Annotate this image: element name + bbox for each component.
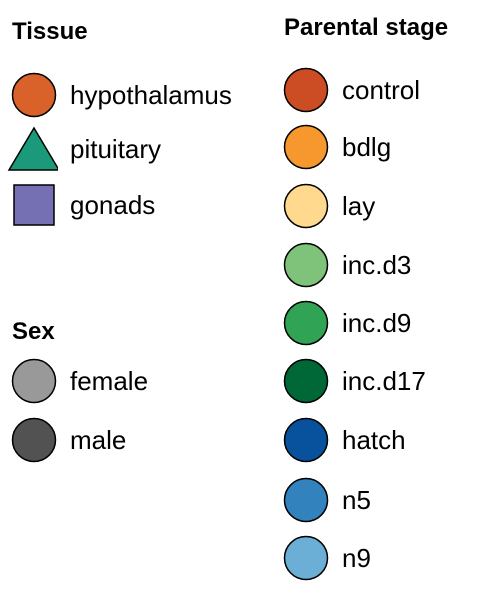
legend-item-inc-d9: inc.d9 bbox=[282, 299, 411, 347]
legend-label: female bbox=[70, 366, 149, 396]
legend-label: male bbox=[70, 425, 127, 455]
legend-label: inc.d17 bbox=[342, 366, 426, 396]
circle-icon bbox=[282, 182, 330, 230]
legend-label: hatch bbox=[342, 425, 406, 455]
legend-label: inc.d9 bbox=[342, 308, 412, 338]
legend-label: n9 bbox=[342, 543, 371, 573]
legend-item-hatch: hatch bbox=[282, 416, 406, 464]
circle-icon bbox=[10, 71, 58, 119]
legend-item-bdlg: bdlg bbox=[282, 123, 391, 171]
legend-item-pituitary: pituitary bbox=[7, 125, 162, 173]
circle-icon bbox=[282, 299, 330, 347]
circle-icon bbox=[282, 416, 330, 464]
legend-item-n5: n5 bbox=[282, 476, 371, 524]
circle-icon bbox=[282, 66, 330, 114]
sex-legend-title: Sex bbox=[12, 318, 55, 345]
legend-item-n9: n9 bbox=[282, 534, 371, 582]
legend-label: inc.d3 bbox=[342, 250, 412, 280]
legend-item-lay: lay bbox=[282, 182, 375, 230]
legend-label: lay bbox=[342, 191, 376, 221]
circle-icon bbox=[282, 534, 330, 582]
circle-icon bbox=[282, 241, 330, 289]
tissue-legend-title: Tissue bbox=[12, 18, 88, 45]
legend-item-male: male bbox=[10, 416, 126, 464]
circle-icon bbox=[10, 357, 58, 405]
legend-item-inc-d3: inc.d3 bbox=[282, 241, 411, 289]
square-icon bbox=[10, 181, 58, 229]
triangle-icon bbox=[7, 125, 58, 173]
legend-label: control bbox=[342, 75, 421, 105]
parental-stage-legend-title: Parental stage bbox=[284, 14, 449, 41]
legend-item-control: control bbox=[282, 66, 420, 114]
legend-label: hypothalamus bbox=[70, 80, 232, 110]
legend-item-gonads: gonads bbox=[10, 181, 155, 229]
legend-label: n5 bbox=[342, 485, 371, 515]
circle-icon bbox=[282, 357, 330, 405]
legend-label: pituitary bbox=[70, 134, 162, 164]
circle-icon bbox=[282, 476, 330, 524]
legend-label: gonads bbox=[70, 190, 156, 220]
legend-label: bdlg bbox=[342, 132, 392, 162]
legend-item-female: female bbox=[10, 357, 148, 405]
circle-icon bbox=[282, 123, 330, 171]
legend-item-inc-d17: inc.d17 bbox=[282, 357, 426, 405]
circle-icon bbox=[10, 416, 58, 464]
legend-item-hypothalamus: hypothalamus bbox=[10, 71, 232, 119]
